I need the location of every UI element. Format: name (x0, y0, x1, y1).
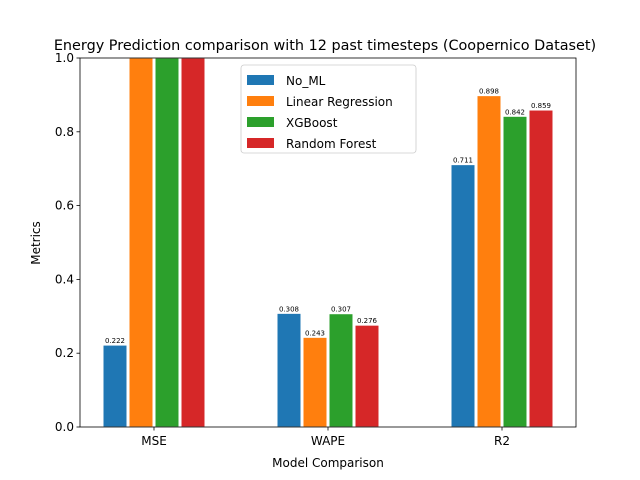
data-label: 0.711 (453, 157, 473, 165)
bar-linear-regression-r2 (476, 95, 502, 428)
legend-label: Random Forest (286, 137, 377, 151)
bar-random-forest-mse (180, 57, 206, 428)
y-tick-label: 0.0 (55, 420, 74, 434)
x-tick-label: MSE (141, 434, 167, 448)
bar-no-ml-r2 (450, 164, 476, 428)
legend-label: No_ML (286, 74, 326, 88)
bar-no-ml-mse (102, 344, 128, 428)
y-tick-label: 0.2 (55, 346, 74, 360)
bar-random-forest-wape (354, 324, 380, 428)
bar-random-forest-r2 (528, 109, 554, 428)
y-tick-label: 0.4 (55, 272, 74, 286)
y-axis-label: Metrics (29, 221, 43, 265)
y-tick-label: 0.8 (55, 125, 74, 139)
bar-xgboost-wape (328, 313, 354, 428)
data-label: 0.243 (305, 329, 325, 337)
legend-swatch (247, 96, 274, 106)
bar-linear-regression-mse (128, 57, 154, 428)
legend-label: Linear Regression (286, 95, 393, 109)
data-label: 0.307 (331, 306, 351, 314)
bar-xgboost-r2 (502, 115, 528, 428)
bar-linear-regression-wape (302, 336, 328, 428)
chart-title: Energy Prediction comparison with 12 pas… (54, 38, 596, 54)
legend: No_ML Linear Regression XGBoost Random Fore… (240, 64, 417, 154)
data-label: 0.859 (531, 102, 551, 110)
legend-box (240, 64, 417, 154)
plot-area: 0.222 0.308 0.711 0.243 0.898 0.307 0.842 0.276… (55, 51, 577, 448)
x-axis-label: Model Comparison (272, 456, 384, 470)
x-tick-label: R2 (494, 434, 510, 448)
data-label: 0.276 (357, 317, 378, 325)
x-tick-label: WAPE (311, 434, 345, 448)
data-label: 0.898 (479, 88, 499, 96)
y-tick-label: 0.6 (55, 199, 74, 213)
legend-swatch (247, 138, 274, 148)
data-label: 0.308 (279, 305, 299, 313)
bar-no-ml-wape (276, 312, 302, 428)
y-tick-label: 1.0 (55, 51, 74, 65)
legend-swatch (247, 117, 274, 127)
data-label: 0.222 (105, 337, 125, 345)
bar-xgboost-mse (154, 57, 180, 428)
legend-label: XGBoost (286, 116, 338, 130)
data-label: 0.842 (505, 108, 525, 116)
legend-swatch (247, 75, 274, 85)
